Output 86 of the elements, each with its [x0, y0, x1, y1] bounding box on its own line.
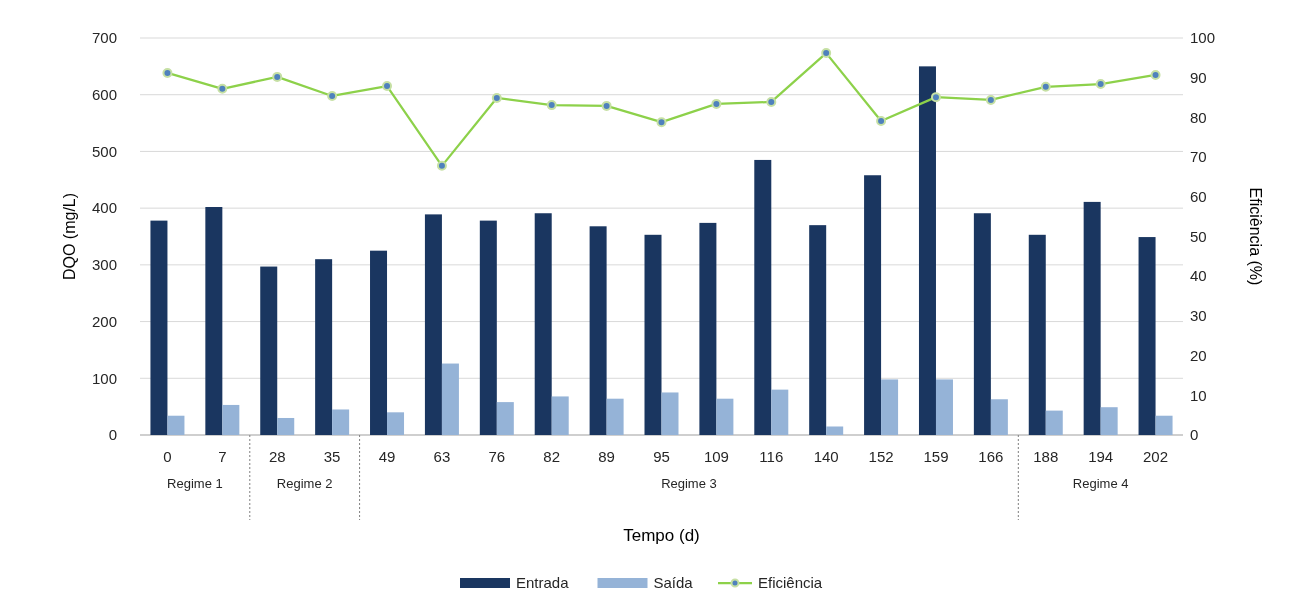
- y2-tick-label: 80: [1190, 108, 1207, 126]
- y-tick-label: 600: [91, 85, 117, 103]
- bar: [1028, 234, 1046, 435]
- x-tick-label: 89: [598, 448, 615, 465]
- bar: [551, 396, 569, 435]
- bar: [881, 379, 899, 435]
- x-tick-label: 49: [378, 448, 396, 465]
- bar: [222, 404, 240, 435]
- text: Regime 3: [661, 476, 717, 491]
- bar: [424, 214, 442, 435]
- y2-tick-label: 30: [1190, 307, 1207, 325]
- y2-tick-label: 20: [1190, 346, 1207, 364]
- legend-label: Entrada: [516, 574, 570, 592]
- bar: [534, 213, 552, 435]
- x-tick-label: 109: [703, 448, 729, 465]
- bar: [387, 412, 405, 435]
- x-tick-label: 116: [759, 448, 784, 465]
- y2-tick-label: 10: [1190, 386, 1207, 404]
- x-tick-label: 76: [488, 448, 506, 465]
- y2-axis-title: Eficiência (%): [1247, 187, 1264, 286]
- x-tick-label: 95: [653, 448, 670, 465]
- legend-label: Eficiência: [758, 574, 823, 592]
- x-tick-label: 159: [923, 448, 949, 465]
- x-tick-label: 194: [1088, 448, 1114, 465]
- bar: [479, 220, 497, 435]
- x-tick-label: 166: [978, 448, 1004, 465]
- y-tick-label: 100: [91, 369, 117, 387]
- bar: [606, 398, 624, 435]
- x-tick-label: 7: [218, 448, 227, 465]
- legend-label: Saída: [653, 574, 694, 592]
- y-tick-label: 700: [91, 29, 117, 47]
- bar: [150, 220, 168, 435]
- y2-tick-label: 60: [1190, 188, 1207, 206]
- text: Regime 2: [276, 476, 333, 491]
- x-tick-label: 63: [433, 448, 451, 465]
- text: Regime 4: [1072, 476, 1129, 491]
- bar: [1100, 407, 1118, 435]
- bar: [864, 175, 882, 435]
- bar: [1138, 237, 1156, 435]
- y2-tick-label: 0: [1190, 426, 1199, 444]
- bar: [589, 226, 607, 435]
- bar: [167, 415, 185, 435]
- text: Regime 1: [167, 476, 223, 491]
- x-tick-label: 35: [323, 448, 341, 465]
- bar: [826, 426, 844, 435]
- bar: [918, 66, 936, 435]
- bar: [771, 389, 789, 435]
- x-tick-label: 0: [163, 448, 172, 465]
- bar: [973, 213, 991, 435]
- bar: [205, 207, 223, 435]
- y-tick-label: 500: [91, 142, 117, 160]
- bar: [441, 363, 459, 435]
- x-tick-label: 82: [543, 448, 561, 465]
- x-tick-label: 28: [268, 448, 286, 465]
- bar: [260, 266, 278, 435]
- y-tick-label: 0: [108, 426, 117, 444]
- y2-tick-label: 40: [1190, 267, 1207, 285]
- bar: [1155, 415, 1173, 435]
- y2-tick-label: 50: [1190, 227, 1207, 245]
- bar: [990, 399, 1008, 435]
- bar: [370, 250, 388, 435]
- y-tick-label: 200: [91, 312, 117, 330]
- x-tick-label: 140: [813, 448, 839, 465]
- bar: [644, 234, 662, 435]
- bar: [496, 402, 514, 435]
- bar: [935, 379, 953, 435]
- bar: [716, 398, 734, 435]
- y2-tick-label: 90: [1190, 68, 1207, 86]
- bar: [754, 159, 772, 435]
- bar: [661, 392, 679, 435]
- bar: [809, 225, 827, 435]
- bar: [1045, 410, 1063, 435]
- y-tick-label: 300: [91, 256, 117, 274]
- bar: [332, 409, 350, 435]
- bar: [315, 259, 333, 435]
- y2-tick-label: 100: [1190, 29, 1216, 47]
- bar: [699, 222, 717, 435]
- x-tick-label: 188: [1033, 448, 1059, 465]
- x-tick-label: 152: [868, 448, 894, 465]
- y2-tick-label: 70: [1190, 148, 1207, 166]
- y-tick-label: 400: [91, 199, 117, 217]
- y-axis-title: DQO (mg/L): [61, 192, 78, 281]
- x-tick-label: 202: [1143, 448, 1169, 465]
- x-axis-title: Tempo (d): [623, 526, 700, 545]
- bar: [277, 417, 295, 435]
- bar: [1083, 201, 1101, 435]
